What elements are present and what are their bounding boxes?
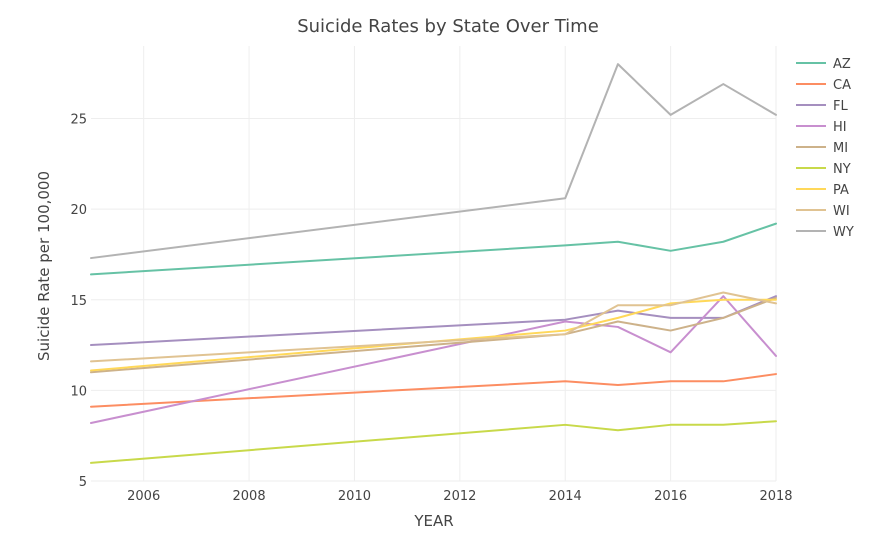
legend-label: CA [833,78,851,93]
x-tick-label: 2018 [759,489,792,504]
legend-item-hi[interactable]: HI [796,120,847,135]
x-tick-label: 2008 [233,489,266,504]
series-line-pa[interactable] [90,298,777,372]
legend-item-ca[interactable]: CA [796,78,851,93]
chart-title: Suicide Rates by State Over Time [297,16,599,37]
legend-item-pa[interactable]: PA [796,183,849,198]
series-line-hi[interactable] [90,295,777,424]
series-line-ny[interactable] [90,420,777,464]
legend-label: MI [833,141,848,156]
x-tick-label: 2014 [549,489,582,504]
legend-item-wy[interactable]: WY [796,225,854,240]
legend-item-mi[interactable]: MI [796,141,848,156]
legend-label: AZ [833,57,851,72]
x-axis-title: YEAR [413,512,453,530]
x-tick-label: 2012 [443,489,476,504]
x-tick-label: 2016 [654,489,687,504]
series-line-mi[interactable] [90,296,777,374]
x-tick-label: 2006 [127,489,160,504]
legend-item-ny[interactable]: NY [796,162,851,177]
series-line-wi[interactable] [90,291,777,363]
y-tick-label: 5 [79,475,87,490]
legend-item-wi[interactable]: WI [796,204,850,219]
y-axis-title: Suicide Rate per 100,000 [35,171,53,361]
series-line-ca[interactable] [90,373,777,408]
legend[interactable]: AZ CA FL HI MI NY PA WI WY [796,57,854,240]
axes: 2006 2008 2010 2012 2014 2016 2018 5 10 15 20 25 [70,113,792,505]
legend-label: WI [833,204,850,219]
series-lines [90,63,777,464]
y-tick-label: 15 [70,294,87,309]
legend-item-fl[interactable]: FL [796,99,848,114]
y-tick-label: 25 [70,113,87,128]
y-tick-label: 20 [70,203,87,218]
series-line-wy[interactable] [90,63,777,260]
x-tick-label: 2010 [338,489,371,504]
legend-label: PA [833,183,849,198]
grid [91,46,777,482]
legend-label: WY [833,225,854,240]
legend-item-az[interactable]: AZ [796,57,851,72]
legend-label: NY [833,162,851,177]
legend-label: HI [833,120,847,135]
legend-label: FL [833,99,848,114]
y-tick-label: 10 [70,384,87,399]
series-line-az[interactable] [90,222,777,276]
